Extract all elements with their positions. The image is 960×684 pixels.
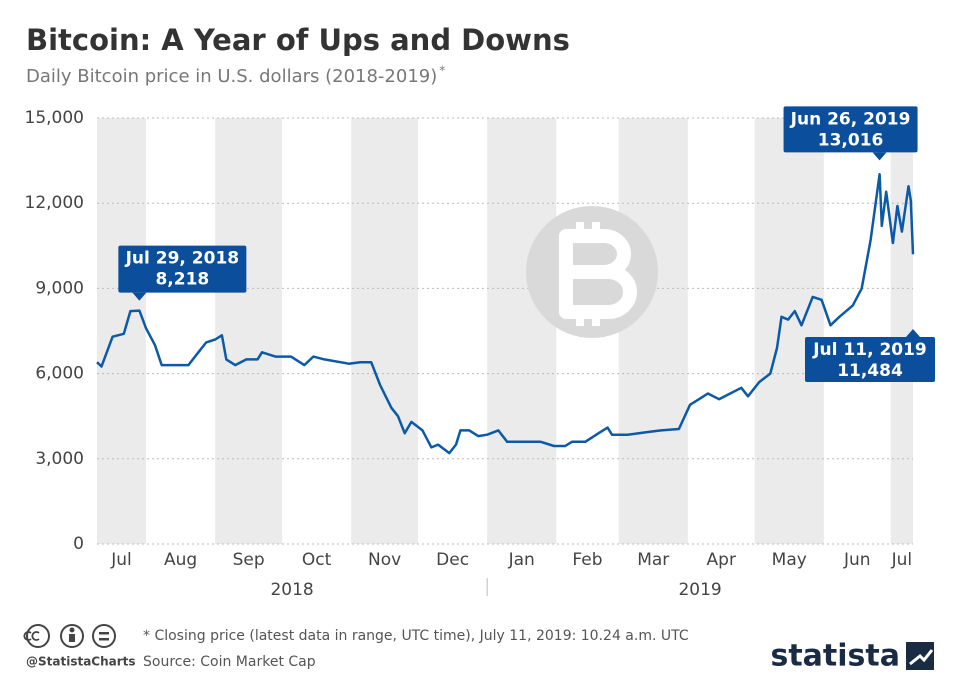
y-tick-label: 0 [73,534,84,554]
month-band [215,118,283,544]
annotation-box [805,337,935,382]
annotation-pointer [906,329,920,337]
footer-source: Source: Coin Market Cap [143,654,316,670]
x-tick-label: Apr [707,550,736,570]
y-tick-label: 3,000 [35,449,84,469]
y-tick-label: 6,000 [35,364,84,384]
month-band [351,118,419,544]
y-tick-label: 12,000 [25,193,84,213]
x-tick-label: Sep [233,550,265,570]
year-label: 2018 [270,580,313,600]
x-tick-label: Jul [891,550,913,570]
annotation-value: 11,484 [837,361,903,381]
annotation-pointer [132,292,147,301]
x-tick-label: Aug [164,550,197,570]
x-tick-label: Jun [843,550,871,570]
x-tick-label: Oct [302,550,332,570]
price-line [96,173,915,455]
brand: statista [770,639,900,674]
x-tick-label: Mar [637,550,669,570]
x-tick-label: Nov [368,550,401,570]
y-tick-label: 15,000 [25,108,84,128]
annotation-date: Jul 29, 2018 [125,249,240,269]
chart-title: Bitcoin: A Year of Ups and Downs [26,23,570,57]
x-tick-label: Jul [110,550,132,570]
annotation-box [783,106,918,153]
footer: @StatistaCharts * Closing price (latest … [23,624,934,674]
month-band [97,118,147,544]
month-bands [97,118,913,544]
y-tick-label: 9,000 [35,278,84,298]
month-band [890,118,913,544]
x-tick-label: May [772,550,807,570]
footer-note: * Closing price (latest data in range, U… [143,628,689,644]
annotation-value: 8,218 [155,270,209,290]
bitcoin-logo [526,206,658,338]
subtitle-mark: * [439,64,445,78]
chart-subtitle: Daily Bitcoin price in U.S. dollars (201… [26,66,437,87]
annotation-date: Jun 26, 2019 [790,109,911,129]
month-band [754,118,824,544]
x-tick-label: Feb [572,550,602,570]
footer-handle: @StatistaCharts [26,655,136,669]
annotation-pointer [872,152,887,161]
x-tick-label: Dec [436,550,469,570]
annotation-value: 13,016 [818,130,884,150]
year-label: 2019 [678,580,721,600]
month-band [618,118,688,544]
month-band [487,118,557,544]
annotation-box [118,245,247,293]
annotation-date: Jul 11, 2019 [812,340,927,360]
x-tick-label: Jan [508,550,535,570]
